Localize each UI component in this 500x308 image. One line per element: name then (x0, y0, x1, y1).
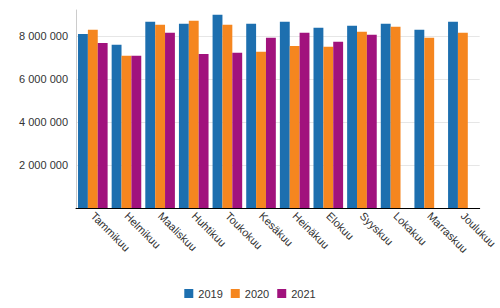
svg-text:Kesäkuu: Kesäkuu (257, 210, 296, 249)
svg-text:Helmikuu: Helmikuu (122, 209, 164, 251)
svg-text:Tammikuu: Tammikuu (88, 209, 133, 254)
svg-text:2021: 2021 (291, 288, 315, 300)
svg-text:Heinäkuu: Heinäkuu (290, 209, 332, 252)
svg-text:6 000 000: 6 000 000 (19, 73, 68, 85)
svg-text:Marraskuu: Marraskuu (425, 209, 471, 255)
svg-text:2020: 2020 (245, 288, 269, 300)
svg-text:Lokakuu: Lokakuu (391, 210, 429, 248)
svg-text:Joulukuu: Joulukuu (459, 210, 499, 250)
svg-text:Toukokuu: Toukokuu (223, 209, 265, 252)
svg-text:Maaliskuu: Maaliskuu (155, 209, 200, 254)
svg-text:2019: 2019 (198, 288, 222, 300)
svg-text:Syyskuu: Syyskuu (358, 210, 396, 248)
svg-text:2 000 000: 2 000 000 (19, 159, 68, 171)
svg-text:8 000 000: 8 000 000 (19, 30, 68, 42)
svg-text:Huhtikuu: Huhtikuu (189, 210, 228, 249)
svg-text:4 000 000: 4 000 000 (19, 116, 68, 128)
svg-text:Elokuu: Elokuu (324, 210, 356, 242)
